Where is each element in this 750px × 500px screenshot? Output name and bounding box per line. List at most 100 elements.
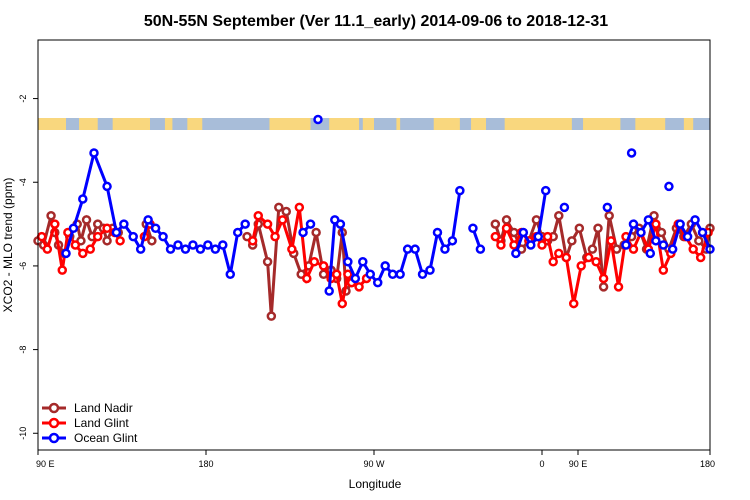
data-point-1-3-1 [496, 240, 506, 250]
data-point-2-4-3 [533, 231, 544, 242]
data-point-0-3-10 [554, 210, 564, 221]
data-point-2-5-3 [643, 215, 654, 225]
data-point-1-2-6 [294, 202, 305, 213]
x-tick-label-1: 180 [198, 459, 213, 469]
data-point-1-3-16 [598, 273, 609, 284]
data-point-2-0-19 [218, 240, 228, 250]
data-point-2-6-0 [667, 244, 678, 254]
y-tick-label-1: -4 [18, 178, 28, 186]
data-point-2-0-6 [119, 219, 129, 229]
data-point-0-2-3 [262, 256, 273, 267]
data-point-2-0-2 [78, 194, 88, 204]
data-point-1-2-5 [287, 244, 297, 254]
x-axis: 90 E 180 90 W 0 180 90 E [36, 450, 715, 469]
data-point-2-isolated-0 [313, 114, 323, 125]
mask-land-7 [362, 118, 374, 130]
data-point-2-6-3 [690, 215, 700, 225]
series-line-2-0 [64, 148, 247, 275]
data-point-1-0-2 [50, 219, 60, 229]
data-point-1-3-28 [688, 244, 698, 254]
mask-land-5 [269, 118, 311, 130]
legend-marker-1 [48, 417, 60, 429]
data-point-2-0-12 [165, 244, 176, 254]
data-point-2-2-13 [417, 269, 428, 280]
data-point-1-0-9 [102, 223, 112, 234]
data-point-2-5-2 [636, 227, 646, 238]
data-point-2-0-9 [143, 215, 153, 225]
data-point-2-isolated-1 [559, 202, 570, 213]
mask-land-10 [471, 118, 486, 130]
data-point-1-0-5 [70, 240, 81, 250]
mask-land-9 [433, 118, 460, 130]
mask-land-2 [112, 118, 150, 130]
data-point-2-6-1 [675, 219, 685, 229]
data-point-2-0-18 [210, 244, 221, 254]
data-point-2-2-15 [432, 227, 443, 238]
mask-land-8 [396, 118, 401, 130]
data-point-2-0-21 [232, 227, 243, 238]
y-tick-label-2: -6 [18, 262, 28, 270]
data-point-2-5-1 [628, 219, 639, 229]
x-tick-label-4: 180 [700, 459, 715, 469]
data-point-2-5-5 [658, 240, 669, 250]
data-point-2-1-1 [305, 219, 316, 229]
data-point-1-3-23 [651, 219, 661, 229]
data-point-2-0-1 [68, 223, 79, 234]
x-tick-label-90e-2: 90 E [569, 459, 588, 469]
data-point-2-2-4 [350, 273, 361, 284]
data-point-2-2-12 [410, 244, 420, 254]
data-point-0-3-30 [694, 236, 704, 246]
data-point-2-0-3 [89, 148, 99, 158]
data-point-1-2-3 [270, 231, 280, 242]
data-point-1-3-24 [658, 265, 669, 275]
data-point-2-2-8 [380, 261, 390, 271]
data-point-1-2-2 [262, 219, 273, 229]
data-point-0-3-17 [598, 282, 609, 292]
data-point-2-6-4 [697, 227, 708, 238]
data-point-1-0-7 [85, 244, 96, 254]
data-point-0-3-3 [509, 227, 519, 238]
data-point-2-3-1 [475, 244, 486, 254]
data-point-2-3-0 [468, 223, 478, 234]
legend-label-1: Land Glint [74, 416, 129, 430]
data-point-2-isolated-4 [664, 181, 674, 192]
data-point-0-0-2 [46, 210, 56, 221]
data-point-1-3-20 [628, 244, 639, 254]
data-point-2-0-14 [180, 244, 191, 254]
y-tick-label-0: -2 [18, 95, 28, 103]
data-point-0-2-6 [281, 206, 292, 217]
data-point-2-5-4 [651, 236, 661, 246]
data-point-0-3-12 [567, 236, 577, 246]
data-point-0-3-18 [604, 210, 614, 221]
y-axis: -2 -4 -6 -8 -10 [18, 95, 38, 440]
data-point-1-3-12 [568, 298, 579, 309]
data-point-1-2-1 [253, 210, 264, 221]
mask-land-3 [164, 118, 173, 130]
data-point-2-5-0 [621, 240, 631, 250]
land-ocean-mask-band [38, 118, 710, 130]
legend-label-2: Ocean Glint [74, 431, 138, 445]
data-point-0-3-13 [574, 223, 585, 234]
data-point-1-2-4 [277, 215, 288, 225]
data-point-1-3-2 [501, 223, 512, 234]
data-point-1-0-0 [36, 231, 47, 242]
data-point-0-2-4 [266, 311, 277, 321]
data-point-2-0-16 [195, 244, 206, 254]
data-point-1-2-12 [337, 298, 348, 309]
data-point-0-1-1 [147, 236, 157, 246]
data-point-1-3-29 [695, 252, 706, 263]
data-point-1-3-9 [548, 256, 558, 267]
mask-land-11 [504, 118, 572, 130]
data-point-2-2-6 [365, 269, 376, 280]
data-point-2-4-4 [540, 185, 551, 196]
data-point-1-3-10 [554, 248, 564, 259]
mask-land-6 [329, 118, 360, 130]
data-point-1-0-11 [115, 236, 125, 246]
data-point-1-3-7 [537, 240, 547, 250]
mask-land-1 [79, 118, 98, 130]
data-point-1-0-3 [57, 265, 68, 275]
data-point-1-2-8 [309, 256, 320, 267]
data-point-2-0-17 [203, 240, 213, 250]
